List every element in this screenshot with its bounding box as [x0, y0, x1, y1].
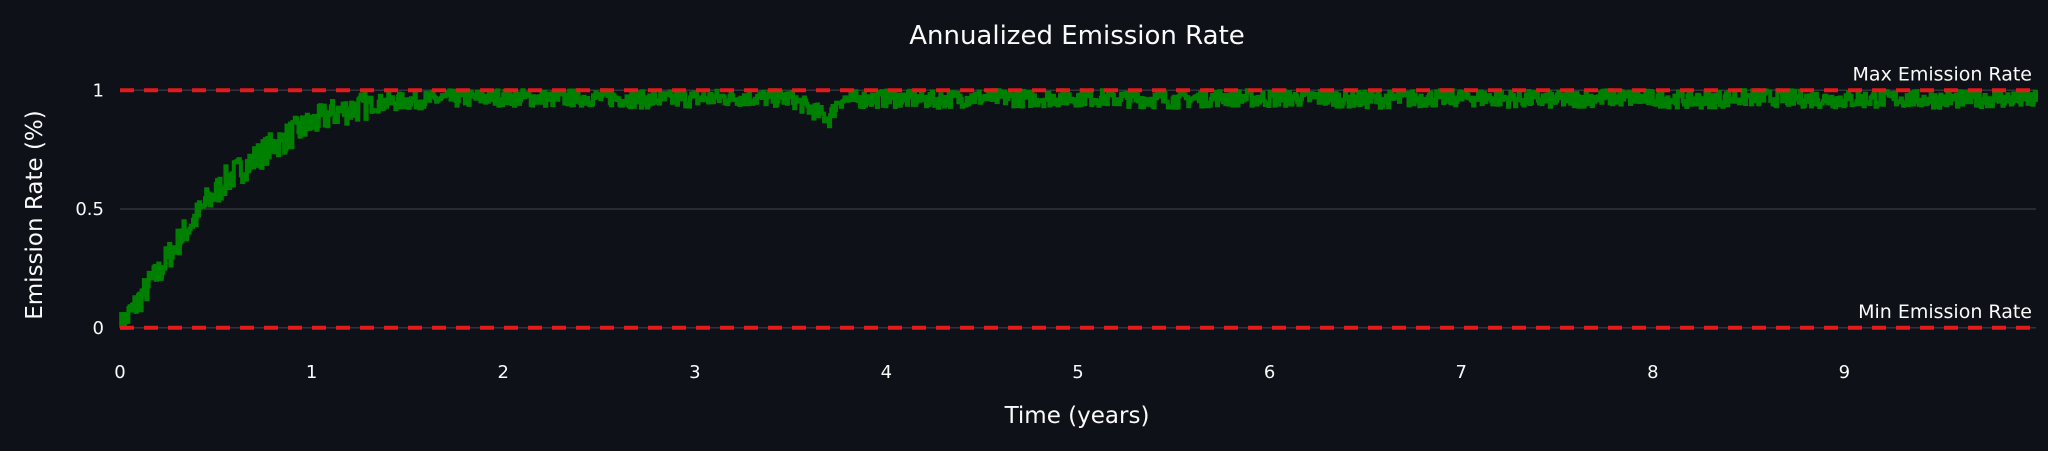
grid-lines [120, 89, 2036, 329]
chart-title: Annualized Emission Rate [909, 21, 1245, 51]
x-tick-label: 9 [1839, 362, 1850, 383]
reference-lines: Max Emission Rate Min Emission Rate [120, 63, 2036, 330]
x-tick-label: 8 [1647, 362, 1658, 383]
emission-rate-series-line [119, 88, 2038, 330]
y-tick-label: 1 [93, 80, 104, 101]
reference-line-label: Min Emission Rate [1858, 301, 2032, 323]
x-tick-label: 5 [1072, 362, 1083, 383]
x-tick-label: 2 [497, 362, 508, 383]
x-tick-label: 0 [114, 362, 125, 383]
y-tick-label: 0 [93, 318, 104, 339]
x-tick-label: 7 [1455, 362, 1466, 383]
x-axis-label: Time (years) [1004, 403, 1150, 429]
y-tick-label: 0.5 [75, 199, 104, 220]
series-layer [119, 88, 2038, 330]
y-axis-label: Emission Rate (%) [22, 110, 48, 320]
x-tick-label: 6 [1264, 362, 1275, 383]
tick-labels: 0 0.5 1 0 1 2 3 4 5 6 7 8 9 [75, 80, 1850, 383]
reference-line-label: Max Emission Rate [1853, 63, 2032, 85]
x-tick-label: 4 [881, 362, 892, 383]
x-tick-label: 1 [306, 362, 317, 383]
x-tick-label: 3 [689, 362, 700, 383]
